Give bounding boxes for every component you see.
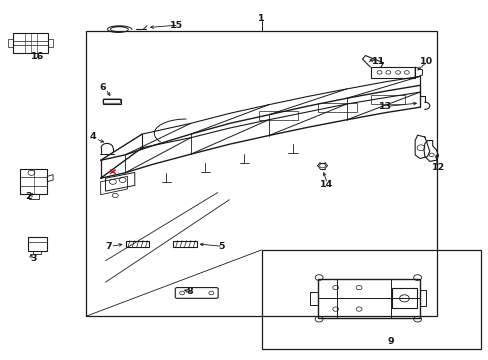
Text: 2: 2: [25, 192, 32, 201]
Bar: [13, 33, 48, 53]
Text: 11: 11: [371, 57, 385, 66]
Bar: [27, 237, 47, 251]
Text: 10: 10: [420, 57, 432, 66]
Text: 14: 14: [319, 180, 332, 189]
Bar: [259, 111, 298, 120]
Text: 6: 6: [100, 83, 106, 92]
Bar: [33, 251, 41, 254]
Bar: [310, 292, 317, 305]
Text: 16: 16: [31, 52, 44, 61]
Text: 13: 13: [379, 102, 392, 111]
Bar: [261, 250, 480, 348]
Bar: [48, 40, 53, 46]
Text: 3: 3: [31, 255, 37, 264]
Text: 4: 4: [90, 132, 97, 141]
Bar: [173, 240, 196, 247]
Bar: [391, 288, 416, 309]
Bar: [8, 40, 13, 46]
Text: 15: 15: [169, 21, 183, 30]
Bar: [29, 194, 39, 199]
Bar: [102, 99, 121, 104]
Text: 8: 8: [186, 287, 193, 296]
Bar: [20, 169, 47, 194]
Bar: [419, 291, 425, 306]
Text: 7: 7: [105, 242, 112, 251]
Text: 12: 12: [431, 163, 444, 172]
Text: 5: 5: [218, 242, 224, 251]
Bar: [370, 67, 414, 78]
Bar: [370, 95, 405, 104]
Bar: [317, 279, 419, 318]
Bar: [86, 31, 436, 316]
Bar: [125, 240, 149, 247]
Text: 1: 1: [258, 14, 264, 23]
Text: 9: 9: [386, 337, 393, 346]
Bar: [317, 103, 356, 112]
